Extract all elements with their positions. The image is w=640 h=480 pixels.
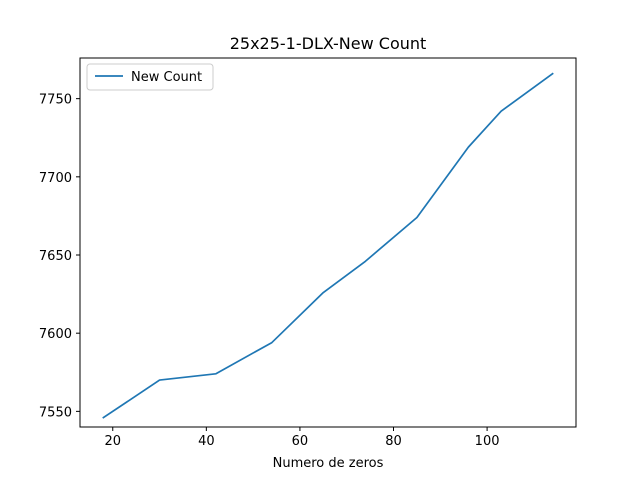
plot-area: 20 40 60 80 100 7550 7600 7650 7700 7750 — [39, 57, 577, 449]
x-tick-label: 100 — [475, 434, 500, 449]
y-tick-label: 7600 — [39, 327, 72, 342]
y-tick-label: 7750 — [39, 93, 72, 108]
y-tick-label: 7650 — [39, 249, 72, 264]
legend-box — [86, 63, 214, 91]
x-tick-label: 60 — [292, 434, 309, 449]
x-tick-label: 20 — [104, 434, 121, 449]
y-tick-label: 7550 — [39, 405, 72, 420]
legend: New Count — [86, 63, 214, 91]
axes-frame — [79, 57, 577, 428]
x-tick-label: 80 — [385, 434, 402, 449]
series-line-0 — [102, 72, 554, 419]
legend-label: New Count — [131, 70, 202, 85]
chart-title: 25x25-1-DLX-New Count — [230, 34, 427, 53]
x-axis-label: Numero de zeros — [273, 456, 384, 471]
y-tick-label: 7700 — [39, 171, 72, 186]
x-tick-label: 40 — [198, 434, 215, 449]
